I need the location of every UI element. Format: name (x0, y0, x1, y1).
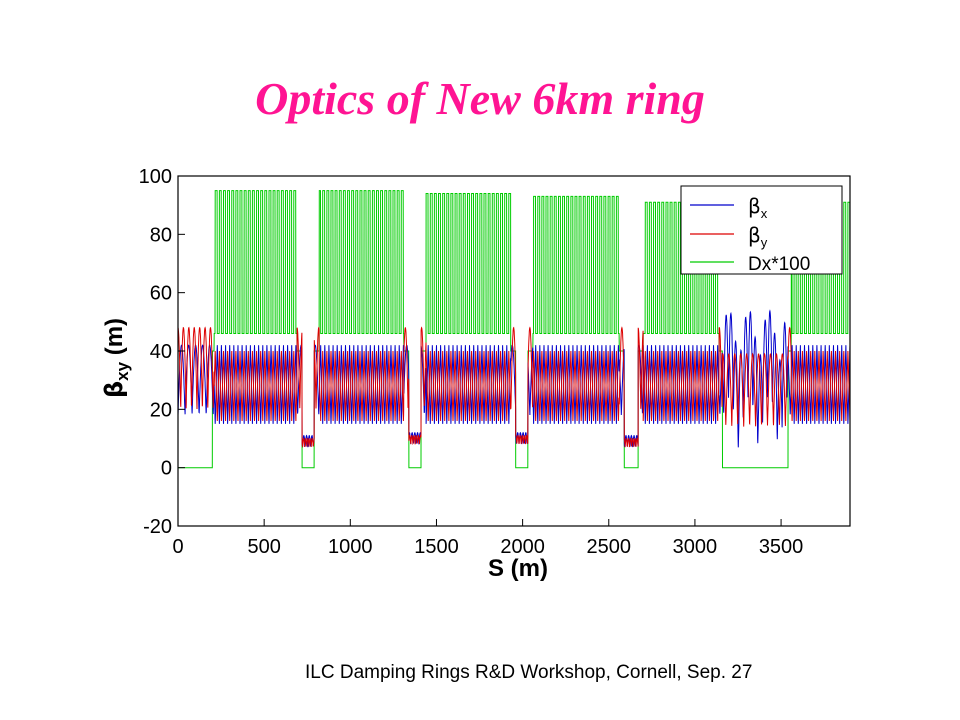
y-tick-label: 20 (150, 399, 172, 421)
y-axis-label-sub: xy (113, 361, 132, 380)
x-tick-label: 2500 (587, 536, 632, 558)
series-beta-x-line (178, 309, 850, 448)
slide-title: Optics of New 6km ring (255, 73, 705, 124)
legend-label-beta-x: βx (748, 194, 768, 221)
y-axis-label-greek: β (100, 381, 128, 398)
y-tick-label: 80 (150, 224, 172, 246)
x-tick-label: 500 (247, 536, 280, 558)
y-tick-label: 60 (150, 283, 172, 305)
series-beta-y-line (178, 326, 850, 448)
legend: βx βy Dx*100 (680, 185, 843, 275)
legend-box (680, 185, 843, 275)
y-tick-label: 40 (150, 341, 172, 363)
y-tick-label: 0 (161, 458, 172, 480)
footer-text: ILC Damping Rings R&D Workshop, Cornell,… (305, 662, 753, 683)
y-tick-label: 100 (139, 166, 172, 188)
x-tick-label: 1000 (328, 536, 373, 558)
x-tick-label: 3500 (759, 536, 804, 558)
legend-label-beta-y: βy (748, 223, 768, 250)
y-tick-label: -20 (143, 516, 172, 538)
x-tick-label: 3000 (673, 536, 718, 558)
y-axis-label-unit: (m) (101, 318, 128, 355)
y-axis-label: βxy (m) (100, 318, 132, 398)
x-tick-label: 1500 (414, 536, 459, 558)
series-dx100-line (178, 190, 850, 469)
legend-label-dx100: Dx*100 (748, 254, 810, 275)
x-tick-label: 0 (172, 536, 183, 558)
x-tick-label: 2000 (500, 536, 545, 558)
series-layer (178, 190, 850, 469)
x-axis-label: S (m) (488, 555, 548, 582)
